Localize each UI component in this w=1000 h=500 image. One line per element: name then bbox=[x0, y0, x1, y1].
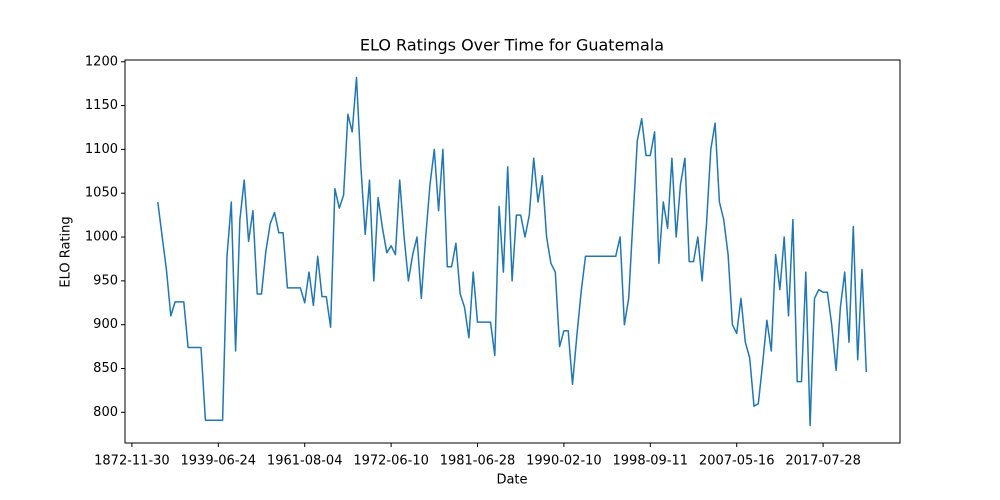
chart-title: ELO Ratings Over Time for Guatemala bbox=[360, 36, 664, 55]
x-tick-label: 1872-11-30 bbox=[94, 454, 170, 469]
data-line bbox=[157, 76, 868, 427]
y-tick-label: 850 bbox=[93, 361, 118, 376]
plot-frame bbox=[124, 59, 901, 444]
y-tick-label: 1200 bbox=[85, 54, 118, 69]
x-tick-label: 1981-06-28 bbox=[440, 454, 516, 469]
y-tick-label: 900 bbox=[93, 317, 118, 332]
x-axis-label: Date bbox=[496, 473, 527, 488]
x-tick-label: 1990-02-10 bbox=[526, 454, 602, 469]
x-tick-label: 1939-06-24 bbox=[181, 454, 257, 469]
y-tick-label: 1100 bbox=[85, 142, 118, 157]
y-tick-label: 1050 bbox=[85, 186, 118, 201]
y-tick-label: 800 bbox=[93, 405, 118, 420]
y-axis-label: ELO Rating bbox=[59, 216, 74, 287]
x-tick-label: 1961-08-04 bbox=[267, 454, 343, 469]
x-tick-label: 1972-06-10 bbox=[353, 454, 429, 469]
y-tick-label: 1000 bbox=[85, 230, 118, 245]
x-tick-label: 2007-05-16 bbox=[699, 454, 775, 469]
x-tick-label: 1998-09-11 bbox=[613, 454, 689, 469]
y-tick-label: 950 bbox=[93, 273, 118, 288]
x-tick-label: 2017-07-28 bbox=[785, 454, 861, 469]
y-tick-label: 1150 bbox=[85, 98, 118, 113]
